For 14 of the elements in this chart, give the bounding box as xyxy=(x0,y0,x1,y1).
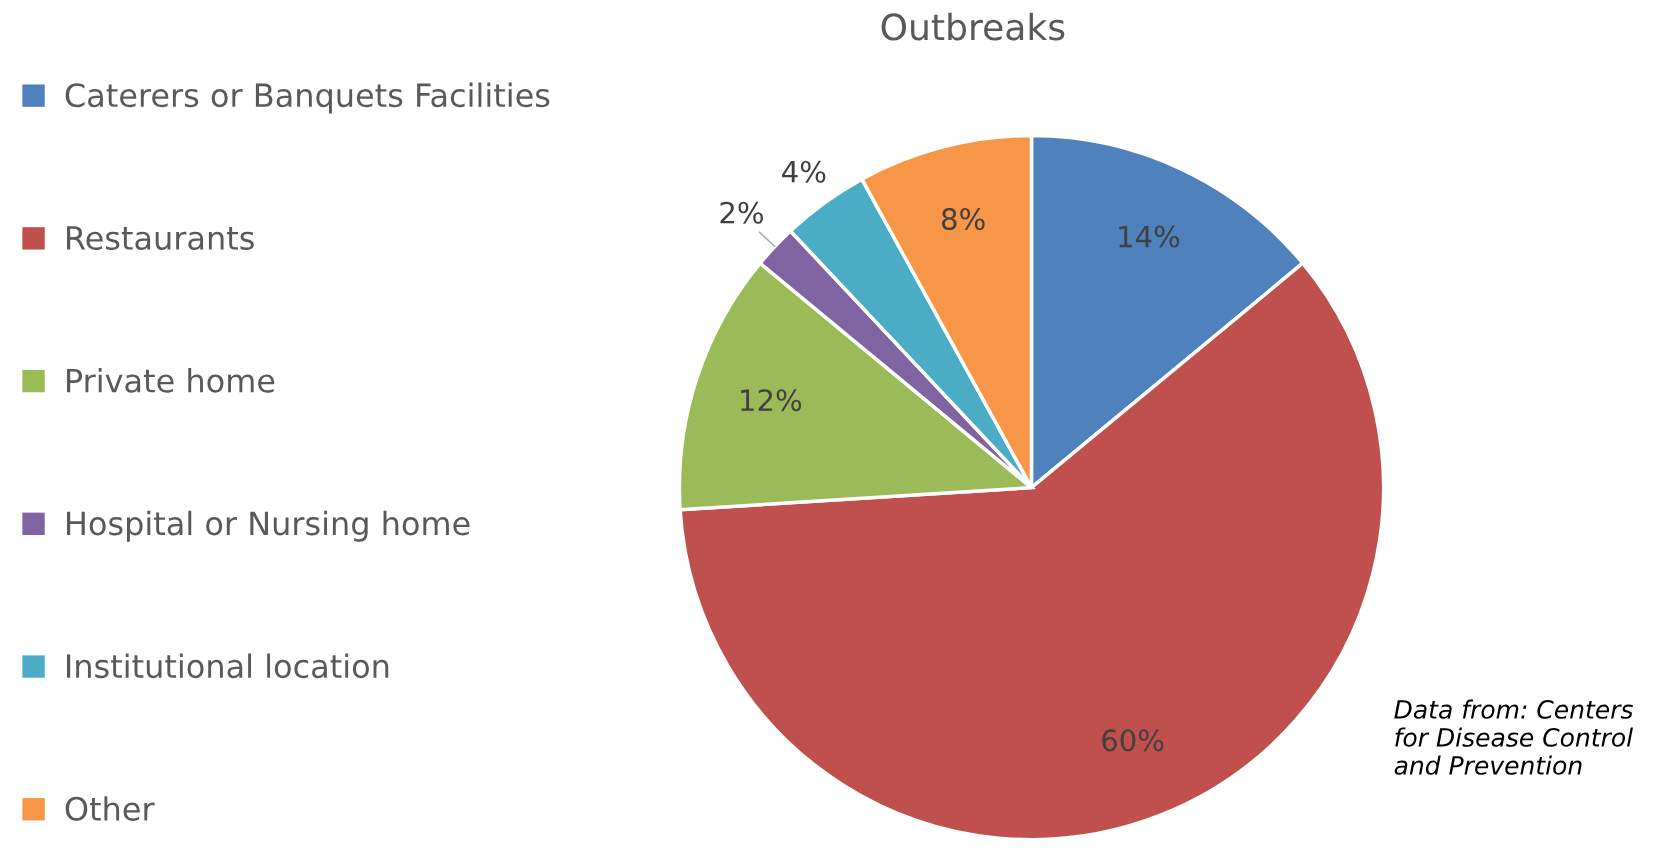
legend-label: Restaurants xyxy=(67,226,254,251)
data-label: 60% xyxy=(1102,729,1164,752)
data-label: 12% xyxy=(741,389,802,412)
legend-label: Caterers or Banquets Facilities xyxy=(65,82,550,114)
legend-label: Hospital or Nursing home xyxy=(67,510,470,542)
data-label: 8% xyxy=(942,208,985,231)
chart-title: Outbreaks xyxy=(881,12,1065,41)
legend-label: Private home xyxy=(67,368,275,393)
text: Data from: Centers for Disease Control and Prevention xyxy=(1394,699,1633,775)
legend-label: Other xyxy=(65,796,155,821)
data-label: 4% xyxy=(782,160,826,183)
data-label: 14% xyxy=(1119,225,1180,248)
legend-label: Institutional location xyxy=(67,653,389,679)
data-label: 2% xyxy=(720,201,763,224)
